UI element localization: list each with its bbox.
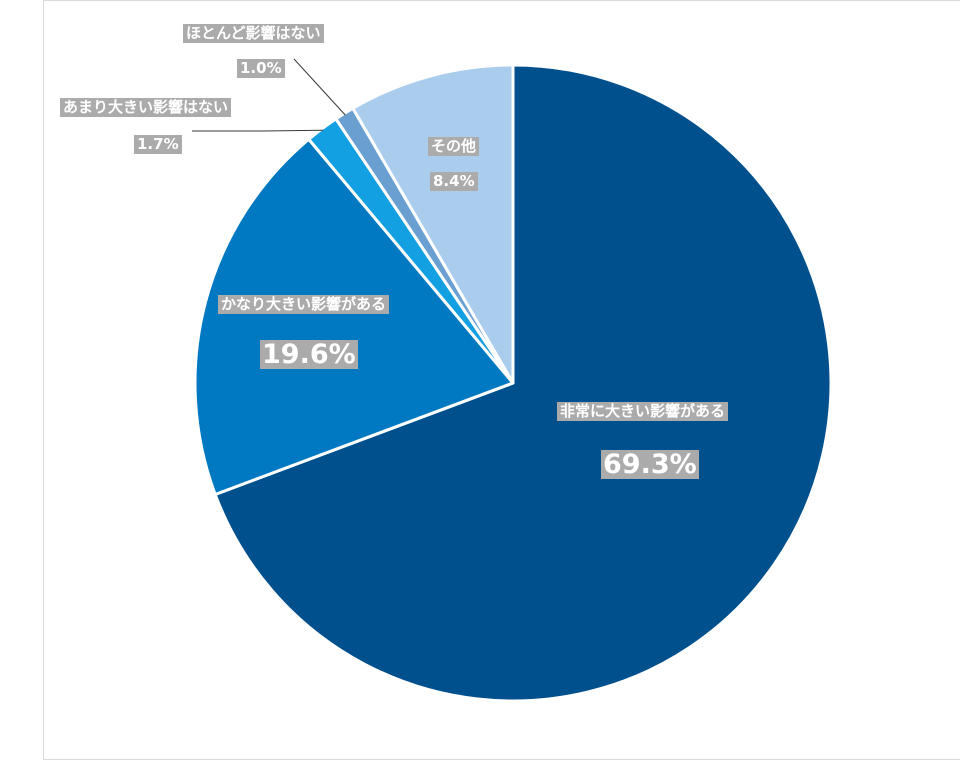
slice-value-not-very-large: 1.7% [134, 135, 182, 154]
leader-line-almost-none [293, 58, 346, 116]
slice-label-very-large: 非常に大きい影響がある [557, 402, 729, 421]
pie-chart [192, 58, 833, 703]
leader-lines [192, 58, 346, 132]
leader-line-not-very-large [192, 129, 324, 132]
slice-label-fairly-large: かなり大きい影響がある [218, 295, 390, 314]
slice-label-not-very-large: あまり大きい影響はない [60, 98, 232, 117]
pie-slices [193, 63, 833, 703]
slice-value-fairly-large: 19.6% [260, 339, 358, 370]
pie-slice-fairly-large [193, 137, 515, 496]
slice-value-almost-none: 1.0% [237, 59, 285, 78]
slice-value-very-large: 69.3% [601, 449, 699, 480]
slice-value-other: 8.4% [430, 172, 478, 191]
pie-slice-very-large [213, 63, 833, 703]
slice-label-other: その他 [428, 137, 480, 156]
slice-label-almost-none: ほとんど影響はない [183, 24, 324, 43]
